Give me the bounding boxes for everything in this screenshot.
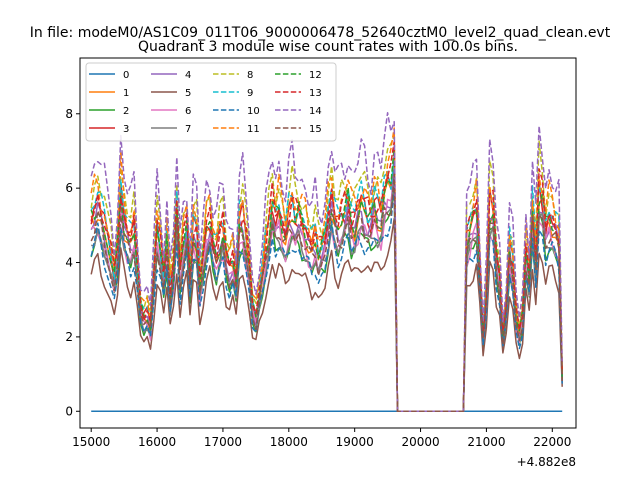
plot-frame <box>79 57 577 429</box>
x-tick-label: 22000 <box>533 435 571 449</box>
x-tick-label: 20000 <box>401 435 439 449</box>
chart-title: Quadrant 3 module wise count rates with … <box>138 39 518 55</box>
legend-label-4: 4 <box>185 70 191 81</box>
legend-label-9: 9 <box>247 88 253 99</box>
x-tick-label: 21000 <box>467 435 505 449</box>
series-line-13 <box>90 140 563 413</box>
legend-label-11: 11 <box>247 124 260 135</box>
legend-label-15: 15 <box>309 124 322 135</box>
x-tick-label: 16000 <box>138 435 176 449</box>
legend-label-1: 1 <box>123 88 129 99</box>
chart-suptitle: In file: modeM0/AS1C09_011T06_9000006478… <box>30 25 611 41</box>
legend-label-8: 8 <box>247 70 253 81</box>
y-tick-label: 6 <box>65 181 73 195</box>
series-line-5 <box>90 217 563 413</box>
legend-label-6: 6 <box>185 106 191 117</box>
x-tick-label: 15000 <box>72 435 110 449</box>
series-line-15 <box>90 173 563 413</box>
y-tick-label: 8 <box>65 107 73 121</box>
legend-label-5: 5 <box>185 88 191 99</box>
y-axis: 0 2 4 6 8 <box>65 107 80 418</box>
series-line-8 <box>90 135 563 413</box>
x-offset-label: +4.882e8 <box>517 455 576 469</box>
series-line-14 <box>90 111 563 413</box>
x-tick-label: 19000 <box>336 435 374 449</box>
legend-label-0: 0 <box>123 70 129 81</box>
x-tick-label: 18000 <box>270 435 308 449</box>
y-tick-label: 0 <box>65 404 73 418</box>
x-axis: 15000 16000 17000 18000 19000 20000 21000 22000 <box>72 428 571 449</box>
series-layer <box>90 111 563 413</box>
legend-label-12: 12 <box>309 70 322 81</box>
legend-label-2: 2 <box>123 106 129 117</box>
y-tick-label: 4 <box>65 256 73 270</box>
legend-label-7: 7 <box>185 124 191 135</box>
legend-label-10: 10 <box>247 106 260 117</box>
legend-box <box>85 62 337 142</box>
legend-label-3: 3 <box>123 124 129 135</box>
legend-label-14: 14 <box>309 106 322 117</box>
legend-label-13: 13 <box>309 88 322 99</box>
x-tick-label: 17000 <box>204 435 242 449</box>
series-line-10 <box>90 185 563 413</box>
y-tick-label: 2 <box>65 330 73 344</box>
